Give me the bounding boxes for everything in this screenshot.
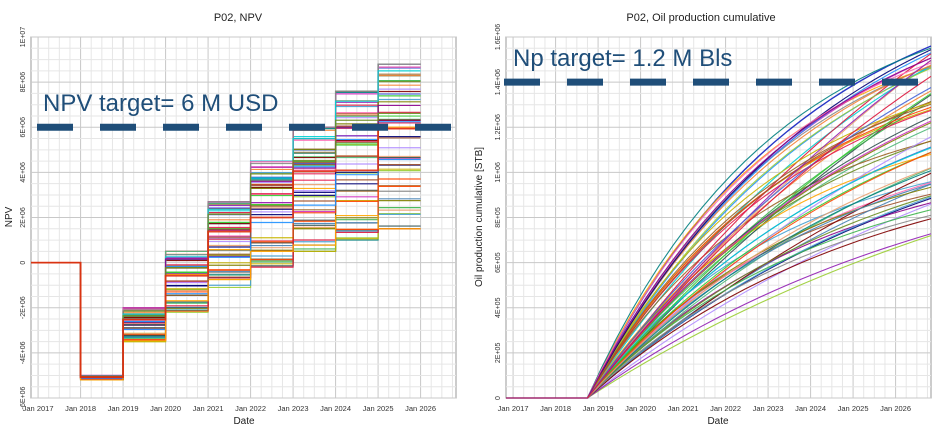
oil-chart: P02, Oil production cumulative Jan 2017 J… [474,12,932,427]
npv-series-line [31,214,421,381]
npv-y-tick-label: 1E+07 [20,27,27,48]
oil-series-group [506,45,932,399]
oil-series-line [506,66,932,399]
oil-x-tick-label: Jan 2024 [795,404,826,413]
oil-series-line [506,67,932,399]
oil-series-line [506,203,932,399]
oil-series-line [506,195,932,399]
oil-x-tick-label: Jan 2020 [625,404,656,413]
npv-chart-title: P02, NPV [214,12,263,24]
oil-series-line [506,151,932,399]
npv-series-group [31,63,421,381]
oil-series-line [506,75,932,399]
oil-series-line [506,47,932,399]
npv-y-tick-label: -2E+06 [20,296,27,319]
npv-y-tick-label: -6E+06 [20,387,27,410]
npv-y-tick-label: 6E+06 [20,117,27,138]
oil-y-tick-label: 1E+06 [495,162,502,183]
oil-series-line [506,57,932,399]
npv-x-tick-label: Jan 2017 [23,404,54,413]
oil-x-tick-labels: Jan 2017 Jan 2018 Jan 2019 Jan 2020 Jan 2021… [498,404,911,413]
oil-series-line [506,233,932,399]
oil-x-tick-label: Jan 2022 [710,404,741,413]
oil-series-line [506,87,932,399]
npv-x-tick-label: Jan 2020 [150,404,181,413]
oil-target-label: Np target= 1.2 M Bls [513,45,732,72]
npv-target-label: NPV target= 6 M USD [43,90,278,117]
oil-y-tick-label: 1.6E+06 [495,24,502,50]
oil-series-line [506,102,932,399]
oil-y-tick-label: 0 [495,396,502,400]
npv-x-tick-label: Jan 2019 [108,404,139,413]
oil-x-tick-label: Jan 2019 [583,404,614,413]
npv-x-tick-labels: Jan 2017 Jan 2018 Jan 2019 Jan 2020 Jan 2021… [23,404,436,413]
npv-y-tick-label: 8E+06 [20,72,27,93]
npv-x-tick-label: Jan 2018 [65,404,96,413]
oil-series-line [506,93,932,399]
oil-chart-title: P02, Oil production cumulative [626,12,775,24]
oil-series-line [506,62,932,399]
npv-series-line [31,127,421,378]
oil-x-tick-label: Jan 2021 [668,404,699,413]
npv-series-line [31,228,421,380]
oil-series-line [506,151,932,399]
npv-x-tick-label: Jan 2021 [193,404,224,413]
npv-y-tick-label: 2E+06 [20,207,27,228]
oil-series-line [506,103,932,399]
npv-x-axis-label: Date [233,416,255,427]
npv-y-tick-label: -4E+06 [20,341,27,364]
oil-y-axis-label: Oil production cumulative [STB] [474,147,485,287]
oil-target-group: Np target= 1.2 M Bls [504,45,926,86]
oil-y-tick-label: 4E+05 [495,297,502,318]
npv-x-tick-label: Jan 2022 [235,404,266,413]
oil-series-line [506,147,932,399]
oil-series-line [506,170,932,399]
npv-y-tick-label: 0 [20,261,27,265]
oil-series-line [506,167,932,399]
npv-y-axis-label: NPV [4,206,15,227]
oil-series-line [506,106,932,399]
npv-y-tick-labels: -6E+06 -4E+06 -2E+06 0 2E+06 4E+06 6E+06 8E+06 1… [20,27,27,410]
npv-series-line [31,158,421,380]
oil-y-tick-label: 6E+05 [495,252,502,273]
oil-x-tick-label: Jan 2017 [498,404,529,413]
npv-y-tick-label: 4E+06 [20,162,27,183]
oil-series-line [506,218,932,399]
oil-y-tick-label: 8E+05 [495,207,502,228]
oil-y-tick-label: 2E+05 [495,343,502,364]
npv-x-tick-label: Jan 2026 [405,404,436,413]
npv-x-tick-label: Jan 2023 [278,404,309,413]
oil-y-tick-label: 1.4E+06 [495,69,502,95]
oil-x-tick-label: Jan 2018 [540,404,571,413]
npv-chart: P02, NPV Jan 2017 Jan 2018 Jan 2019 Jan 202… [4,12,457,427]
oil-x-tick-label: Jan 2025 [838,404,869,413]
oil-series-line [506,214,932,399]
oil-x-tick-label: Jan 2023 [753,404,784,413]
oil-series-line [506,235,932,399]
oil-y-tick-label: 1.2E+06 [495,114,502,140]
oil-series-line [506,49,932,399]
oil-series-line [506,59,932,399]
oil-series-line [506,196,932,399]
oil-x-tick-label: Jan 2026 [880,404,911,413]
npv-x-tick-label: Jan 2024 [320,404,351,413]
oil-x-axis-label: Date [707,416,729,427]
oil-y-tick-labels: 0 2E+05 4E+05 6E+05 8E+05 1E+06 1.2E+06 1.4E+06… [495,24,502,400]
npv-x-tick-label: Jan 2025 [363,404,394,413]
npv-target-group: NPV target= 6 M USD [37,90,452,131]
